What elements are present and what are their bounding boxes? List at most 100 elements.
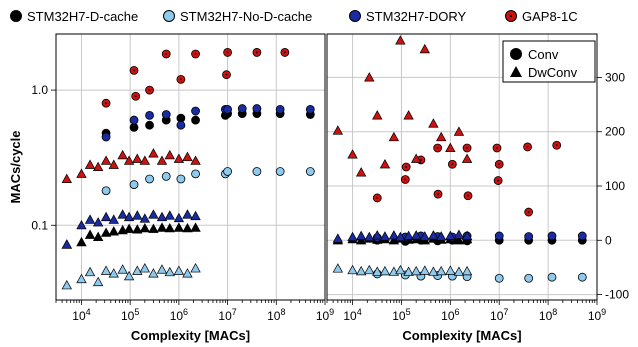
dwconv-point [410, 153, 422, 163]
dwconv-point [148, 268, 159, 278]
dwconv-point [332, 125, 344, 135]
legend-marker-stm32h7-d-cache [10, 10, 22, 22]
y-tick-labels: -100 0 100 200 300 [597, 70, 629, 302]
y-tick-label: 0.1 [31, 218, 48, 232]
dwconv-point [403, 230, 414, 240]
conv-point [145, 110, 154, 120]
conv-point [145, 174, 154, 184]
conv-point [305, 104, 315, 114]
dwconv-point [379, 158, 391, 169]
dwconv-point [190, 210, 201, 221]
dwconv-point [428, 118, 439, 128]
dwconv-point [164, 222, 175, 233]
x-tick-label: 109 [588, 307, 606, 323]
conv-point-dot [165, 53, 168, 55]
conv-point-dot [376, 197, 379, 199]
conv-point [101, 186, 111, 196]
conv-point-dot [105, 102, 107, 105]
series-stm32h7-dory [332, 229, 587, 243]
dwconv-point [190, 222, 201, 232]
series-gap8-1c [332, 35, 562, 217]
conv-point [305, 167, 315, 176]
dwconv-point [123, 211, 135, 222]
conv-point [176, 120, 186, 130]
x-tick-label: 108 [539, 307, 557, 323]
conv-point [176, 174, 186, 184]
series-stm32h7-no-d-cache [61, 167, 315, 290]
dwconv-point [435, 131, 447, 142]
dwconv-point [428, 230, 439, 240]
dwconv-point [445, 265, 456, 275]
dwconv-point [190, 263, 201, 273]
plot-frame [326, 33, 598, 301]
conv-point-dot [451, 163, 454, 166]
conv-point [129, 115, 139, 125]
dwconv-point [435, 265, 447, 276]
conv-point-dot [436, 147, 439, 149]
conv-point-dot [467, 194, 469, 197]
dwconv-point [139, 213, 151, 223]
conv-point-dot [194, 53, 197, 55]
x-tick-label: 108 [267, 307, 285, 323]
conv-point [237, 104, 247, 113]
data-points [332, 35, 587, 283]
dwconv-point [148, 148, 159, 158]
conv-point-dot [498, 163, 501, 166]
marker-legend-conv-label: Conv [528, 47, 559, 62]
dwconv-point [76, 219, 87, 230]
y-tick-label: 200 [605, 125, 625, 139]
dwconv-point [61, 173, 73, 184]
dwconv-point [410, 265, 422, 276]
conv-point [494, 273, 504, 283]
dwconv-point [372, 110, 383, 120]
conv-point [161, 110, 171, 119]
dwconv-point [173, 153, 185, 163]
data-points [61, 48, 315, 290]
dwconv-point [461, 153, 473, 163]
dwconv-point [453, 266, 465, 276]
x-tick-label: 105 [392, 307, 410, 323]
x-tick-label: 105 [121, 307, 139, 323]
dwconv-point [173, 212, 185, 223]
conv-point [145, 120, 154, 130]
dwconv-point [388, 230, 400, 240]
dwconv-point [108, 214, 119, 224]
legend-label-stm32h7-dory: STM32H7-DORY [366, 9, 467, 24]
dwconv-point [139, 155, 151, 165]
conv-point-dot [496, 147, 498, 149]
dwconv-point [100, 227, 112, 237]
dwconv-point [61, 239, 73, 249]
conv-point [191, 115, 200, 125]
dwconv-point [156, 211, 168, 222]
legend-marker-gap8-1c-dot [509, 14, 513, 18]
legend-item-gap8-1c: GAP8-1C [505, 9, 578, 24]
dwconv-point [355, 167, 367, 177]
conv-point-dot [497, 179, 500, 182]
conv-point [494, 231, 504, 241]
dwconv-point [403, 266, 414, 276]
dwconv-point [355, 230, 367, 240]
left-panel: 104 105 106 107 108 109 0.1 1.0 Complexity [MACs… [8, 33, 334, 343]
x-tick-label: 107 [490, 307, 508, 323]
y-tick-label: 100 [605, 179, 625, 193]
x-axis-ticks [55, 300, 326, 305]
x-tick-label: 107 [218, 307, 236, 323]
dwconv-point [123, 155, 135, 165]
dwconv-point [453, 126, 465, 136]
dwconv-point [84, 229, 96, 239]
dwconv-point [123, 270, 135, 281]
dwconv-point [388, 131, 400, 142]
conv-point-dot [405, 166, 408, 168]
dwconv-point [403, 110, 414, 120]
dwconv-point [84, 214, 96, 224]
y-tick-labels: 0.1 1.0 [31, 83, 56, 232]
dwconv-point [419, 265, 430, 275]
dwconv-point [139, 263, 151, 273]
conv-point [129, 122, 139, 132]
x-tick-label: 106 [170, 307, 188, 323]
dwconv-point [100, 265, 112, 275]
x-tick-label: 104 [343, 307, 361, 323]
conv-point-dot [133, 69, 135, 72]
x-axis-label: Complexity [MACs] [402, 328, 521, 343]
